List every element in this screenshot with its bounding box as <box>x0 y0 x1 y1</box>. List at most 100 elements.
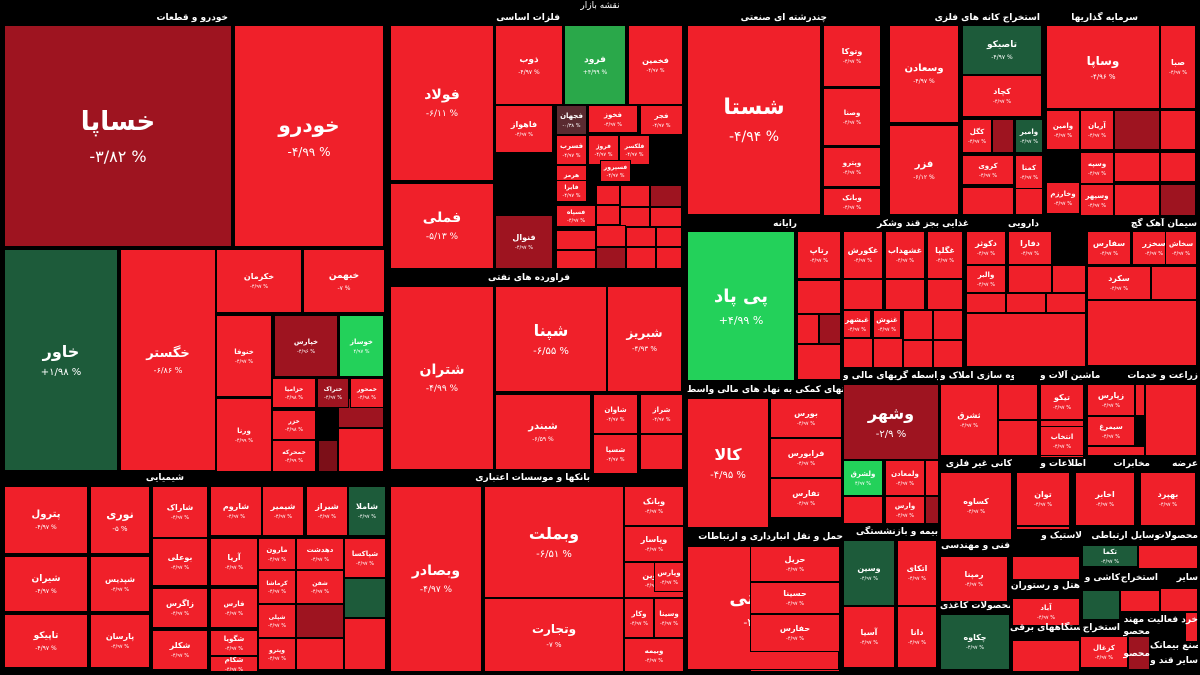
stock-name: اتکای <box>906 564 928 573</box>
filler-tile <box>873 338 903 368</box>
stock-change: % ۶/۵۱- <box>536 549 572 560</box>
stock-name: دفارا <box>1020 239 1040 248</box>
filler-tile <box>344 618 386 670</box>
stock-tile: خزامیا% ۴/۹۸- <box>272 378 316 408</box>
filler-tile <box>992 119 1014 153</box>
stock-change: % ۴/۹۷- <box>645 547 663 553</box>
stock-change: % ۵- <box>112 524 128 533</box>
stock-name: توان <box>1034 490 1052 499</box>
stock-name: تکما <box>1102 547 1118 556</box>
stock-tile: وپترو% ۴/۹۷- <box>258 638 296 670</box>
stock-change: % ۶/۸۶- <box>153 365 183 375</box>
stock-tile: غنوش % ۴/۹۷- <box>873 310 901 338</box>
stock-change: % ۴/۹۷- <box>235 358 253 365</box>
stock-tile: شسپا % ۴/۹۷- <box>593 434 638 474</box>
stock-name: سیمرغ <box>1099 422 1123 431</box>
filler-tile <box>1008 265 1052 293</box>
stock-name: مارون <box>266 545 288 554</box>
stock-name: فاهواز <box>510 120 538 129</box>
sector-label: استخراج <box>1082 623 1120 633</box>
filler-tile <box>1145 384 1197 456</box>
stock-change: % ۴/۹۷- <box>960 423 978 429</box>
stock-tile: رتاپ % ۴/۹۷- <box>797 231 841 279</box>
filler-tile <box>843 279 883 310</box>
stock-tile: فجر % ۴/۹۷- <box>640 105 683 135</box>
stock-tile: والبر % ۴/۹۷- <box>966 265 1006 293</box>
stock-change: % ۴/۹۷- <box>171 611 189 617</box>
stock-name: حسینا <box>783 589 807 598</box>
filler-tile <box>1012 640 1080 672</box>
stock-change: % ۴/۹۷- <box>1021 251 1039 257</box>
filler-tile <box>966 313 1086 367</box>
stock-tile: شپاکسا % ۴/۹۷- <box>344 538 386 578</box>
stock-tile: زاگرس % ۴/۹۷- <box>152 588 208 628</box>
stock-tile: انتخاب % ۴/۹۷- <box>1040 426 1084 456</box>
stock-name: غکورش <box>847 246 879 255</box>
stock-name: خگستر <box>146 345 190 361</box>
stock-change: % ۴/۹۷- <box>171 515 189 521</box>
filler-tile <box>1160 152 1196 182</box>
stock-tile: حریل % ۴/۹۷- <box>750 546 840 582</box>
stock-name: فارس <box>223 599 245 608</box>
stock-name: وبیمه <box>644 646 664 655</box>
stock-name: فسرب <box>559 141 584 150</box>
stock-name: شتران <box>419 362 465 378</box>
stock-change: % ۷- <box>546 640 562 649</box>
stock-name: فملی <box>422 210 462 226</box>
stock-name: وبملت <box>528 524 580 543</box>
stock-name: خمحور <box>357 385 377 393</box>
filler-tile <box>966 293 1006 313</box>
filler-tile <box>1015 187 1043 215</box>
filler-tile <box>819 314 841 344</box>
stock-change: % ۴/۹۷- <box>1145 251 1163 257</box>
stock-tile: پترول % ۴/۹۷- <box>4 486 88 554</box>
stock-name: شاراک <box>166 503 194 512</box>
stock-change: % ۴/۹۹- <box>287 145 331 159</box>
filler-tile <box>1087 300 1197 366</box>
filler-tile <box>903 340 933 368</box>
sector-label: دارویی <box>1008 219 1039 229</box>
stock-name: اخابر <box>1095 490 1115 499</box>
stock-name: فنوال <box>512 233 536 242</box>
stock-change: % ۴/۹۶- <box>297 348 315 355</box>
stock-tile: وسعادن % ۴/۹۷- <box>889 25 959 123</box>
stock-name: حریل <box>784 555 806 564</box>
stock-name: رمپنا <box>964 570 984 579</box>
filler-tile <box>1160 110 1196 150</box>
stock-name: فسپرور <box>603 163 628 171</box>
stock-change: % ۴/۹۷- <box>652 122 671 129</box>
stock-tile: بوعلی % ۴/۹۷- <box>152 538 208 586</box>
stock-tile: آریان % ۴/۹۷- <box>1080 110 1114 150</box>
filler-tile <box>650 185 682 207</box>
stock-tile: بهپرد % ۴/۹۷- <box>1140 472 1196 526</box>
stock-change: % ۴/۹۷- <box>35 587 57 595</box>
stock-change: % ۴/۹۷- <box>878 326 896 333</box>
stock-change: % ۴/۹۷- <box>1020 174 1038 181</box>
stock-name: فجهان <box>560 111 583 120</box>
filler-tile <box>626 227 656 247</box>
stock-name: شفن <box>312 579 328 587</box>
stock-change: % ۴/۹۷- <box>660 579 678 586</box>
sector-label: استخراج <box>1120 573 1158 583</box>
stock-tile: فرابورس % ۴/۹۷- <box>770 438 842 478</box>
stock-name: وامیر <box>1019 127 1039 136</box>
stock-name: آریا <box>227 553 241 562</box>
stock-tile: وامیر % ۴/۹۷- <box>1015 119 1043 153</box>
filler-tile <box>933 340 963 368</box>
stock-name: بورس <box>794 409 818 418</box>
stock-tile: شاوان % ۴/۹۷- <box>593 394 638 434</box>
stock-change: % ۴/۹۷- <box>111 644 129 650</box>
stock-change: % ۳/۸۲- <box>89 146 147 166</box>
stock-name: وسعادن <box>904 63 944 74</box>
stock-name: سفارس <box>1092 239 1126 248</box>
stock-tile: آریا % ۴/۹۷- <box>210 538 258 586</box>
stock-name: هرمز <box>563 171 580 179</box>
stock-tile: فزر % ۶/۱۲- <box>889 125 959 215</box>
stock-change: % ۴/۹۷- <box>908 640 926 646</box>
sector-label: صنع بیمانک <box>1150 641 1198 651</box>
stock-tile: کگل % ۴/۹۷- <box>962 119 992 153</box>
stock-tile: خکرمان % ۴/۹۷- <box>216 249 302 313</box>
stock-tile: وبانک % ۴/۹۷- <box>624 486 684 526</box>
stock-change: % ۴/۹۷- <box>936 258 954 264</box>
stock-tile: تاصیکو % ۴/۹۷- <box>962 25 1042 75</box>
